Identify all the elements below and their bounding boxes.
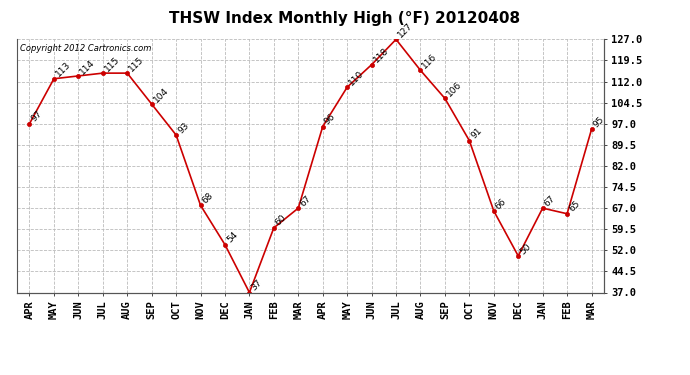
Text: 66: 66 <box>494 196 509 211</box>
Text: 67: 67 <box>542 194 557 208</box>
Text: 110: 110 <box>347 69 366 87</box>
Text: 114: 114 <box>79 57 97 76</box>
Text: 67: 67 <box>298 194 313 208</box>
Text: THSW Index Monthly High (°F) 20120408: THSW Index Monthly High (°F) 20120408 <box>170 11 520 26</box>
Text: 104: 104 <box>152 86 170 104</box>
Text: 113: 113 <box>54 60 72 79</box>
Text: 93: 93 <box>176 120 190 135</box>
Text: 50: 50 <box>518 242 533 256</box>
Text: Copyright 2012 Cartronics.com: Copyright 2012 Cartronics.com <box>20 45 152 54</box>
Text: 115: 115 <box>127 55 146 73</box>
Text: 60: 60 <box>274 213 288 228</box>
Text: 65: 65 <box>567 199 582 214</box>
Text: 97: 97 <box>30 109 44 124</box>
Text: 96: 96 <box>323 112 337 127</box>
Text: 37: 37 <box>249 278 264 292</box>
Text: 54: 54 <box>225 230 239 245</box>
Text: 116: 116 <box>420 52 439 70</box>
Text: 118: 118 <box>372 46 390 64</box>
Text: 115: 115 <box>103 55 121 73</box>
Text: 68: 68 <box>201 191 215 206</box>
Text: 91: 91 <box>469 126 484 141</box>
Text: 95: 95 <box>591 115 606 129</box>
Text: 106: 106 <box>445 80 464 99</box>
Text: 127: 127 <box>396 21 415 39</box>
